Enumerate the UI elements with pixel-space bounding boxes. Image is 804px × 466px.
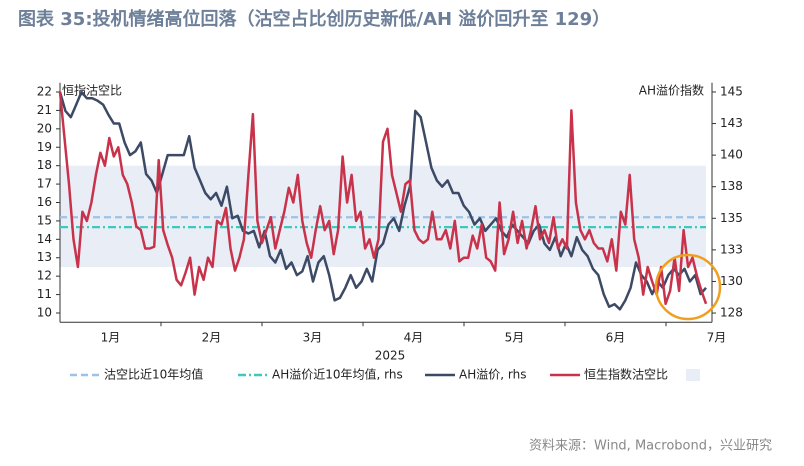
x-tick-label: 7月 bbox=[707, 331, 727, 345]
y-tick-label: 10 bbox=[37, 305, 52, 319]
y2-tick-label: 140 bbox=[720, 148, 743, 162]
y2-tick-label: 138 bbox=[720, 179, 743, 193]
x-tick-label: 4月 bbox=[404, 331, 424, 345]
y-tick-label: 22 bbox=[37, 85, 52, 99]
x-tick-label: 5月 bbox=[505, 331, 525, 345]
y2-axis-label: AH溢价指数 bbox=[639, 83, 704, 98]
x-tick-label: 1月 bbox=[101, 331, 121, 345]
x-tick-label: 2月 bbox=[202, 331, 222, 345]
y-tick-label: 15 bbox=[37, 213, 52, 227]
series-line bbox=[58, 90, 707, 311]
chart-title: 图表 35:投机情绪高位回落（沽空占比创历史新低/AH 溢价回升至 129） bbox=[18, 8, 610, 30]
y2-tick-label: 143 bbox=[720, 116, 743, 130]
series-line bbox=[58, 91, 708, 306]
y-tick-label: 18 bbox=[37, 158, 52, 172]
y2-tick-label: 128 bbox=[720, 306, 743, 320]
y-tick-label: 12 bbox=[37, 269, 52, 283]
y2-tick-label: 130 bbox=[720, 274, 743, 288]
y-tick-label: 11 bbox=[37, 287, 52, 301]
legend-label: 恒生指数沽空比 bbox=[584, 367, 668, 382]
legend-label: AH溢价, rhs bbox=[459, 368, 526, 382]
legend-swatch bbox=[686, 369, 700, 381]
y2-tick-label: 135 bbox=[720, 211, 743, 225]
x-tick-label: 3月 bbox=[303, 331, 323, 345]
y2-tick-label: 133 bbox=[720, 242, 743, 256]
source: 资料来源：Wind, Macrobond，兴业研究 bbox=[529, 439, 772, 454]
y-tick-label: 16 bbox=[37, 195, 52, 209]
y-tick-label: 19 bbox=[37, 140, 52, 154]
legend-label: 沽空比近10年均值 bbox=[104, 367, 203, 382]
y-axis-label: 恒指沽空比 bbox=[62, 83, 122, 98]
y2-tick-label: 145 bbox=[720, 84, 743, 98]
x-axis-label: 2025 bbox=[375, 349, 406, 363]
plot: 10 11 12 13 14 15 16 17 18 19 20 21 22 128 130 133 135 13… bbox=[37, 82, 743, 382]
y-tick-label: 20 bbox=[37, 121, 52, 135]
y-tick-label: 14 bbox=[37, 232, 52, 246]
y-tick-label: 17 bbox=[37, 177, 52, 191]
highlight-circle bbox=[654, 253, 722, 321]
y-tick-label: 13 bbox=[37, 250, 52, 264]
y-tick-label: 21 bbox=[37, 103, 52, 117]
x-tick-label: 6月 bbox=[606, 331, 626, 345]
legend-label: AH溢价近10年均值, rhs bbox=[272, 367, 403, 382]
